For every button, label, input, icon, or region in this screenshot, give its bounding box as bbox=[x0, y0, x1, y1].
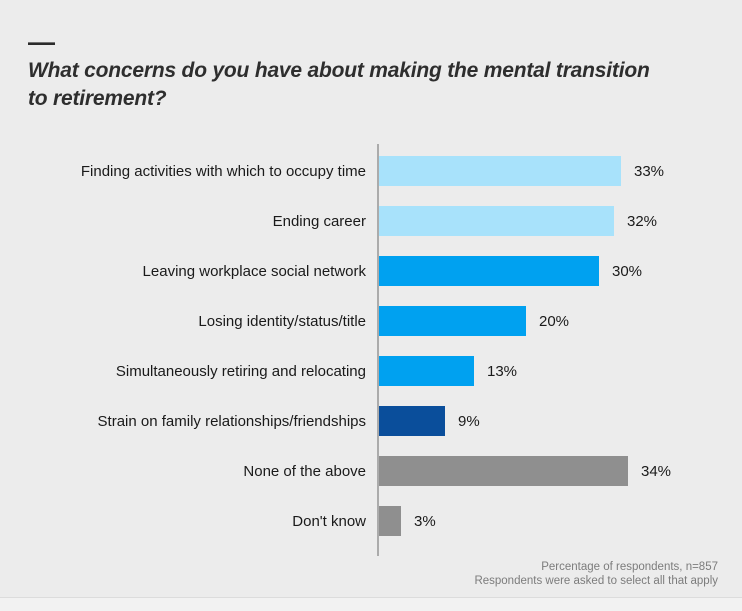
bar bbox=[379, 156, 621, 186]
bottom-strip bbox=[0, 597, 742, 611]
bar-chart: Finding activities with which to occupy … bbox=[28, 144, 728, 556]
bar-track: 32% bbox=[379, 196, 728, 246]
value-label: 32% bbox=[627, 212, 658, 230]
chart-title: What concerns do you have about making t… bbox=[28, 57, 716, 113]
category-label: Strain on family relationships/friendshi… bbox=[97, 412, 366, 430]
footnote-line2: Respondents were asked to select all tha… bbox=[474, 575, 718, 587]
bar-track: 20% bbox=[379, 296, 728, 346]
bar bbox=[379, 406, 445, 436]
chart-row: Ending career 32% bbox=[28, 196, 728, 246]
value-label: 9% bbox=[458, 412, 480, 430]
value-label: 33% bbox=[634, 162, 665, 180]
bar-track: 13% bbox=[379, 346, 728, 396]
category-label: Don't know bbox=[292, 512, 366, 530]
category-label: Finding activities with which to occupy … bbox=[80, 162, 366, 180]
value-label: 34% bbox=[641, 462, 672, 480]
bar bbox=[379, 356, 474, 386]
chart-row: Losing identity/status/title 20% bbox=[28, 296, 728, 346]
chart-row: None of the above 34% bbox=[28, 446, 728, 496]
bar bbox=[379, 506, 401, 536]
chart-title-line2: to retirement? bbox=[28, 87, 167, 110]
bar-track: 3% bbox=[379, 496, 728, 546]
category-label: Simultaneously retiring and relocating bbox=[115, 362, 366, 380]
footnote-line1: Percentage of respondents, n=857 bbox=[541, 561, 718, 573]
category-label: Losing identity/status/title bbox=[198, 312, 366, 330]
chart-row: Strain on family relationships/friendshi… bbox=[28, 396, 728, 446]
bar bbox=[379, 206, 614, 236]
chart-row: Simultaneously retiring and relocating 13… bbox=[28, 346, 728, 396]
value-label: 30% bbox=[612, 262, 643, 280]
chart-row: Finding activities with which to occupy … bbox=[28, 146, 728, 196]
bar bbox=[379, 456, 628, 486]
category-label: None of the above bbox=[243, 462, 366, 480]
chart-title-line1: What concerns do you have about making t… bbox=[28, 59, 650, 82]
category-label: Ending career bbox=[272, 212, 366, 230]
footnote: Percentage of respondents, n=857 Respond… bbox=[474, 560, 718, 588]
chart-row: Don't know 3% bbox=[28, 496, 728, 546]
category-label: Leaving workplace social network bbox=[142, 262, 366, 280]
y-axis-line bbox=[377, 144, 379, 556]
bar bbox=[379, 256, 599, 286]
bar-track: 30% bbox=[379, 246, 728, 296]
title-dash: — bbox=[28, 27, 55, 57]
chart-row: Leaving workplace social network 30% bbox=[28, 246, 728, 296]
bar-track: 34% bbox=[379, 446, 728, 496]
bar-track: 33% bbox=[379, 146, 728, 196]
value-label: 20% bbox=[539, 312, 570, 330]
bar-track: 9% bbox=[379, 396, 728, 446]
bar bbox=[379, 306, 526, 336]
value-label: 13% bbox=[487, 362, 518, 380]
value-label: 3% bbox=[414, 512, 436, 530]
